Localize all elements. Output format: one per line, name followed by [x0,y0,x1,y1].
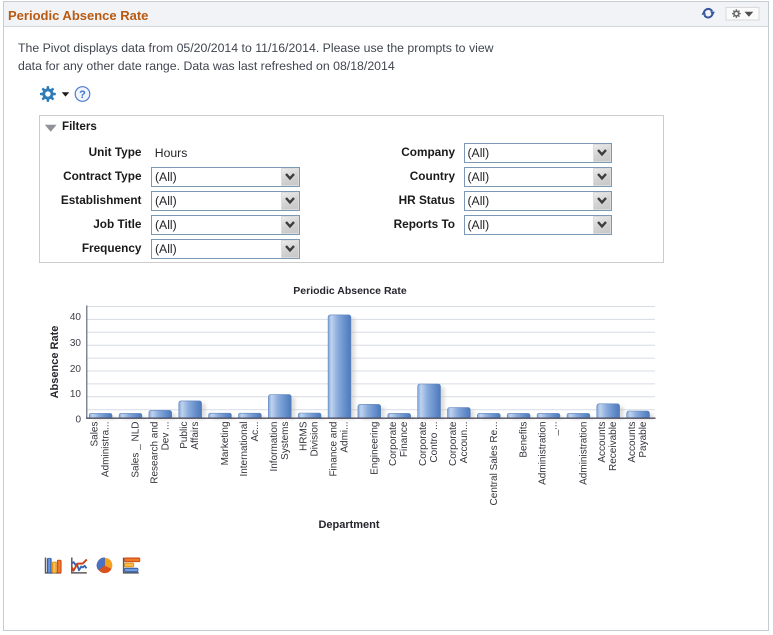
svg-text:Administration: Administration [538,422,549,485]
svg-text:Accoun...: Accoun... [459,422,470,464]
svg-text:Information: Information [269,422,280,472]
svg-text:Sales _ NLD: Sales _ NLD [131,422,142,478]
svg-text:Department: Department [318,519,379,531]
svg-text:30: 30 [70,338,82,349]
svg-text:20: 20 [70,364,82,375]
svg-text:Sales: Sales [90,422,101,447]
svg-text:?: ? [79,89,86,101]
svg-text:10: 10 [70,389,82,400]
svg-text:Receivable: Receivable [608,421,619,471]
svg-text:Affairs: Affairs [190,422,201,450]
svg-text:Accounts: Accounts [627,422,638,463]
svg-text:Corporate: Corporate [418,421,429,466]
svg-text:International: International [239,422,250,477]
svg-text:Research and: Research and [149,422,160,484]
svg-text:Absence Rate: Absence Rate [49,326,61,399]
svg-text:Finance: Finance [399,421,410,457]
svg-text:Benefits: Benefits [519,422,530,458]
svg-text:Systems: Systems [280,422,291,460]
svg-text:HRMS: HRMS [299,421,310,451]
svg-text:Engineering: Engineering [369,422,380,475]
svg-text:0: 0 [75,415,81,426]
svg-text:Administra...: Administra... [101,422,112,478]
svg-text:40: 40 [70,312,82,323]
svg-text:Marketing: Marketing [220,422,231,466]
svg-text:Public: Public [179,422,190,449]
svg-text:Payable: Payable [638,421,649,458]
svg-text:Corporate: Corporate [448,421,459,466]
svg-text:Corporate: Corporate [388,421,399,466]
svg-text:Admi...: Admi... [340,422,351,453]
svg-text:Ac...: Ac... [250,422,261,442]
svg-text:Central Sales Re...: Central Sales Re... [489,422,500,506]
svg-text:Accounts: Accounts [597,422,608,463]
svg-text:Dev ...: Dev ... [160,422,171,451]
svg-text:Administration: Administration [578,422,589,485]
svg-text:Contro ...: Contro ... [429,422,440,463]
svg-text:Periodic Absence Rate: Periodic Absence Rate [293,285,407,297]
svg-text:Division: Division [310,422,321,457]
svg-text:_...: _... [549,422,560,437]
svg-text:Finance and: Finance and [329,422,340,477]
